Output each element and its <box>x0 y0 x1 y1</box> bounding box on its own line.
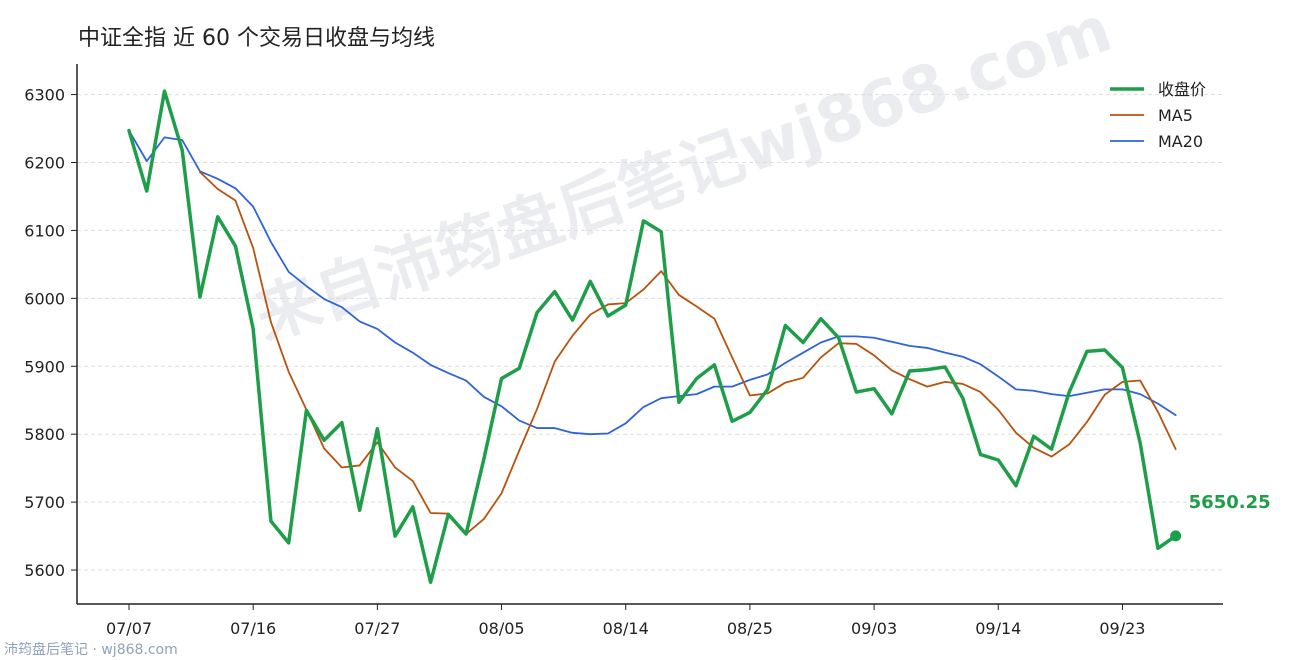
last-value-dot <box>1170 530 1182 542</box>
legend-label: MA20 <box>1158 132 1203 151</box>
legend-label: 收盘价 <box>1158 80 1206 99</box>
x-tick-label: 07/27 <box>354 619 400 638</box>
legend-label: MA5 <box>1158 106 1193 125</box>
chart-title: 中证全指 近 60 个交易日收盘与均线 <box>78 26 435 51</box>
axes: 5600 5700 5800 5900 6000 6100 6200 6300 07/07 07/… <box>24 64 1223 638</box>
x-tick-label: 08/05 <box>478 619 524 638</box>
x-tick-label: 08/14 <box>603 619 649 638</box>
watermark: 来自沛筠盘后笔记wj868.com <box>246 0 1121 355</box>
series-line-ma5 <box>199 171 1177 535</box>
watermark-text: 来自沛筠盘后笔记wj868.com <box>246 0 1121 355</box>
legend: 收盘价 MA5 MA20 <box>1110 80 1206 151</box>
x-tick-label: 09/23 <box>1099 619 1145 638</box>
footer-credit: 沛筠盘后笔记 · wj868.com <box>4 641 178 658</box>
x-tick-label: 09/14 <box>975 619 1021 638</box>
x-tick-label: 07/16 <box>230 619 276 638</box>
y-tick-label: 6100 <box>24 221 65 240</box>
y-tick-label: 6200 <box>24 153 65 172</box>
y-tick-label: 5600 <box>24 561 65 580</box>
y-tick-label: 5800 <box>24 425 65 444</box>
x-tick-label: 09/03 <box>851 619 897 638</box>
last-value-marker: 5650.25 <box>1170 492 1271 542</box>
y-tick-label: 6300 <box>24 86 65 105</box>
y-tick-label: 6000 <box>24 289 65 308</box>
last-value-label: 5650.25 <box>1189 492 1271 513</box>
series-layer <box>127 89 1178 585</box>
y-tick-label: 5700 <box>24 493 65 512</box>
series-line-close <box>127 89 1178 585</box>
x-tick-label: 07/07 <box>106 619 152 638</box>
x-tick-label: 08/25 <box>727 619 773 638</box>
series-line-ma20 <box>128 129 1177 436</box>
y-tick-label: 5900 <box>24 357 65 376</box>
